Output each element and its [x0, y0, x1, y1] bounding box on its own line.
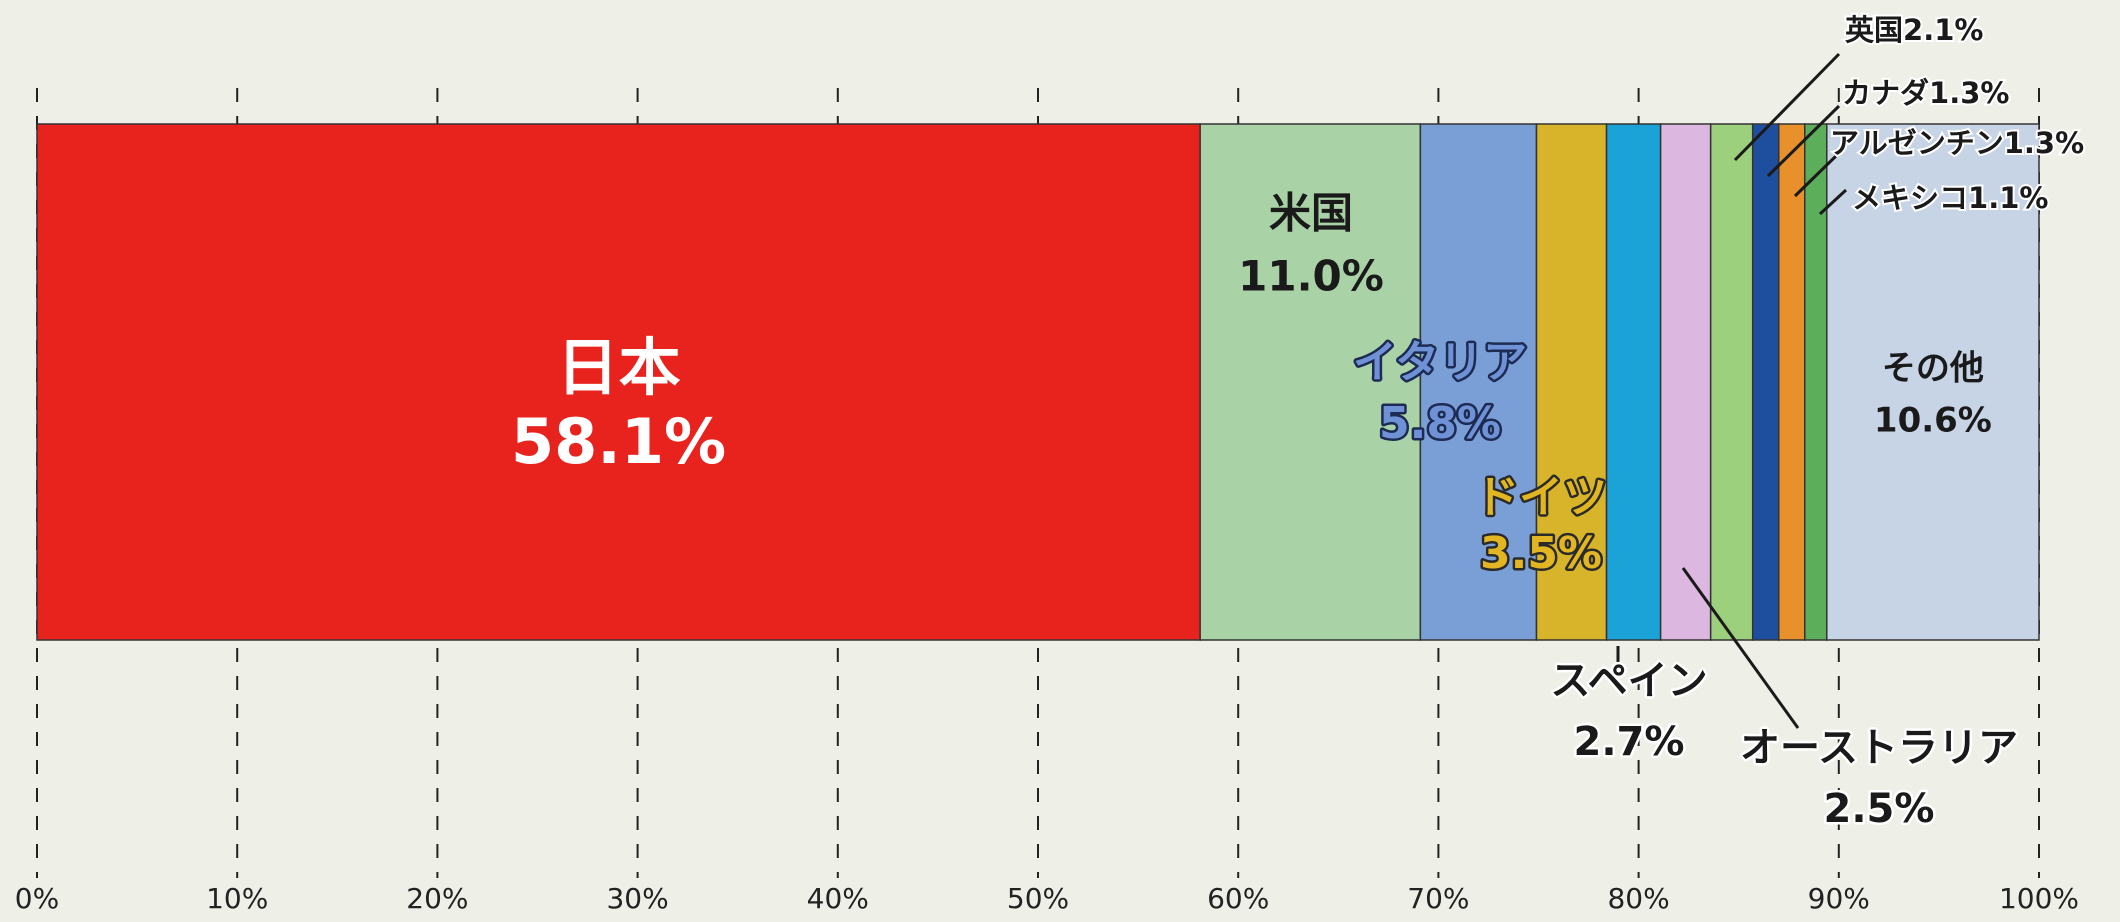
- bar-segment: [1709, 123, 1754, 641]
- bar-segment: [1804, 123, 1828, 641]
- data-label: 58.1%: [511, 405, 726, 478]
- segment-name: オーストラリア: [1740, 725, 2018, 771]
- bar-segment: [1777, 123, 1806, 641]
- segment-name: 米国: [1269, 189, 1353, 238]
- leader-line: [1681, 567, 1800, 729]
- leader-line: [1793, 154, 1838, 198]
- data-label: 5.8%: [1379, 398, 1501, 449]
- data-label: 11.0%: [1238, 252, 1384, 301]
- bar-segment: [1419, 123, 1538, 641]
- bar-group: [36, 123, 2040, 641]
- segment-name: カナダ: [1842, 76, 1929, 110]
- leader-line: [1766, 104, 1841, 178]
- segment-name: ドイツ: [1475, 472, 1607, 523]
- segment-name: 英国: [1845, 13, 1903, 47]
- x-tick-label: 60%: [1207, 882, 1269, 915]
- segment-name: スペイン: [1550, 658, 1707, 704]
- x-tick-label: 100%: [1999, 882, 2079, 915]
- data-label: 2.1%: [1903, 13, 1983, 47]
- leader-line: [1733, 52, 1841, 162]
- bar-segment: [1751, 123, 1780, 641]
- x-tick-label: 10%: [206, 882, 268, 915]
- segment-name: その他: [1882, 349, 1984, 389]
- x-tick-label: 70%: [1407, 882, 1469, 915]
- segment-label: アルゼンチン1.3%: [1830, 126, 2084, 160]
- bar-segment: [1826, 123, 2040, 641]
- data-label: 10.6%: [1874, 401, 1992, 441]
- x-tick-label: 50%: [1007, 882, 1069, 915]
- data-label: 2.7%: [1574, 719, 1685, 765]
- data-label: 1.3%: [2004, 126, 2084, 160]
- bar-segment: [1659, 123, 1712, 641]
- segment-name: 日本: [557, 331, 681, 404]
- data-label: 2.5%: [1824, 786, 1935, 832]
- segment-label: カナダ1.3%: [1842, 76, 2009, 110]
- data-label: 1.3%: [1929, 76, 2009, 110]
- x-tick-label: 30%: [606, 882, 668, 915]
- segment-name: メキシコ: [1852, 181, 1968, 215]
- x-tick-label: 80%: [1607, 882, 1669, 915]
- data-label: 1.1%: [1968, 181, 2048, 215]
- segment-name: アルゼンチン: [1830, 126, 2004, 160]
- x-tick-label: 0%: [15, 882, 59, 915]
- segment-name: イタリア: [1353, 337, 1527, 388]
- bar-segment: [1605, 123, 1662, 641]
- x-tick-label: 20%: [406, 882, 468, 915]
- segment-label: メキシコ1.1%: [1852, 181, 2048, 215]
- x-tick-label: 40%: [807, 882, 869, 915]
- leader-line: [1818, 188, 1848, 216]
- data-label: 3.5%: [1480, 528, 1602, 579]
- x-tick-label: 90%: [1808, 882, 1870, 915]
- segment-label: 英国2.1%: [1845, 13, 1983, 47]
- bar-segment: [1199, 123, 1422, 641]
- bar-segment: [36, 123, 1201, 641]
